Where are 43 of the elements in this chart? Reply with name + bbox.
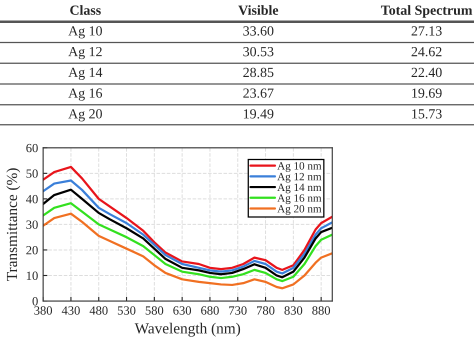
data-label: 27.13 [412,26,442,36]
legend-label: Ag 20 nm [277,205,322,215]
text: Visible [238,5,278,15]
y-tick-label: 10 [26,272,38,280]
category-label: Ag 16 [68,88,102,101]
x-tick-label: 430 [62,306,80,315]
data-label: 19.69 [412,88,442,98]
y-tick-label: 50 [26,169,38,178]
legend-label: Ag 10 nm [277,162,322,172]
data-label: 28.85 [243,68,274,78]
y-tick-label: 30 [26,220,38,229]
data-label: 19.49 [244,109,274,119]
data-label: 33.60 [243,26,274,36]
category-label: Ag 14 [68,68,102,80]
x-tick-label: 630 [173,306,192,315]
y-tick-label: 40 [26,194,38,204]
data-label: 24.62 [412,47,442,56]
x-tick-label: 830 [284,306,302,315]
x-tick-label: 730 [229,306,247,315]
text: Class [70,5,101,15]
x-tick-label: 780 [257,306,274,315]
x-tick-label: 380 [34,306,52,315]
y-tick-label: 20 [26,246,38,254]
data-label: 15.73 [412,109,442,119]
data-label: 30.53 [243,46,274,56]
x-axis-title: Wavelength (nm) [134,322,240,337]
category-label: Ag 10 [68,26,102,38]
y-axis-title: Transmittance (%) [6,168,20,281]
data-label: 23.67 [243,88,274,98]
y-tick-label: 60 [26,144,38,152]
x-tick-label: 880 [312,306,330,315]
legend-label: Ag 14 nm [277,184,322,194]
legend-label: Ag 16 nm [277,194,322,204]
x-tick-label: 530 [118,306,136,315]
x-tick-label: 680 [201,306,219,315]
x-tick-label: 480 [90,306,108,315]
category-label: Ag 12 [68,46,102,60]
data-label: 22.40 [412,68,442,78]
legend-label: Ag 12 nm [277,172,322,183]
text: Total Spectrum [380,5,472,18]
y-tick-label: 0 [32,297,38,306]
x-tick-label: 580 [146,306,164,315]
category-label: Ag 20 [68,109,102,122]
